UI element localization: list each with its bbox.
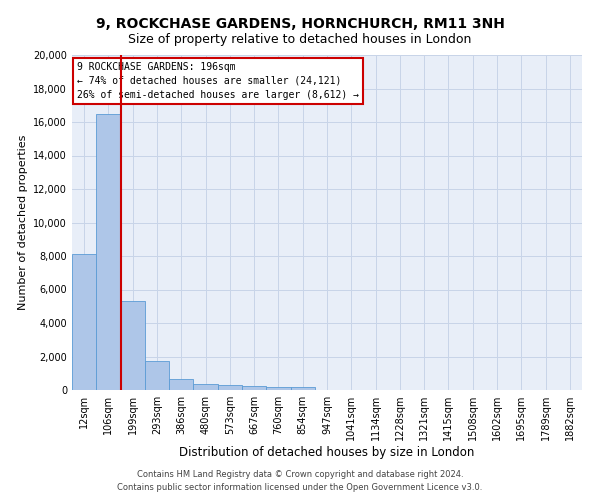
Bar	[121, 301, 145, 390]
Bar	[218, 386, 242, 390]
Bar	[266, 387, 290, 390]
Text: Contains HM Land Registry data © Crown copyright and database right 2024.
Contai: Contains HM Land Registry data © Crown c…	[118, 470, 482, 492]
Text: 9, ROCKCHASE GARDENS, HORNCHURCH, RM11 3NH: 9, ROCKCHASE GARDENS, HORNCHURCH, RM11 3…	[95, 18, 505, 32]
Bar	[169, 379, 193, 390]
Bar	[242, 386, 266, 390]
Bar	[96, 114, 121, 390]
Bar	[145, 360, 169, 390]
Bar	[193, 384, 218, 390]
Y-axis label: Number of detached properties: Number of detached properties	[18, 135, 28, 310]
Text: 9 ROCKCHASE GARDENS: 196sqm
← 74% of detached houses are smaller (24,121)
26% of: 9 ROCKCHASE GARDENS: 196sqm ← 74% of det…	[77, 62, 359, 100]
Bar	[72, 254, 96, 390]
Bar	[290, 387, 315, 390]
Text: Size of property relative to detached houses in London: Size of property relative to detached ho…	[128, 32, 472, 46]
X-axis label: Distribution of detached houses by size in London: Distribution of detached houses by size …	[179, 446, 475, 459]
